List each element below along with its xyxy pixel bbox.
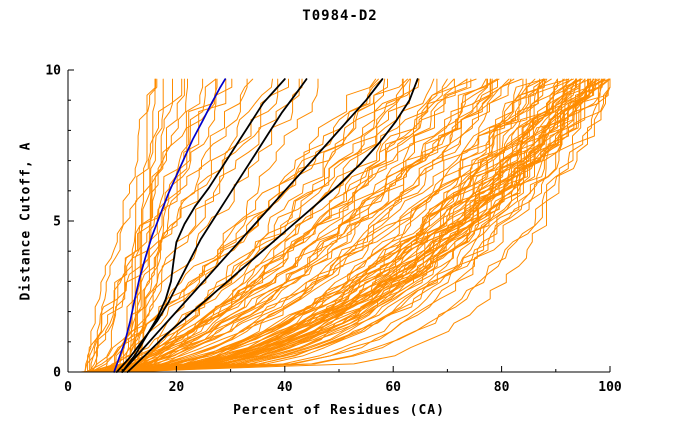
svg-text:0: 0: [64, 380, 72, 395]
x-axis-label: Percent of Residues (CA): [233, 403, 445, 418]
svg-text:0: 0: [53, 366, 61, 381]
svg-text:5: 5: [53, 215, 61, 230]
svg-text:40: 40: [277, 380, 293, 395]
svg-text:20: 20: [169, 380, 185, 395]
y-axis-label: Distance Cutoff, A: [18, 141, 34, 301]
svg-text:10: 10: [45, 64, 61, 79]
svg-text:80: 80: [494, 380, 510, 395]
chart-title: T0984-D2: [302, 8, 378, 24]
svg-text:100: 100: [598, 380, 622, 395]
svg-text:60: 60: [385, 380, 401, 395]
